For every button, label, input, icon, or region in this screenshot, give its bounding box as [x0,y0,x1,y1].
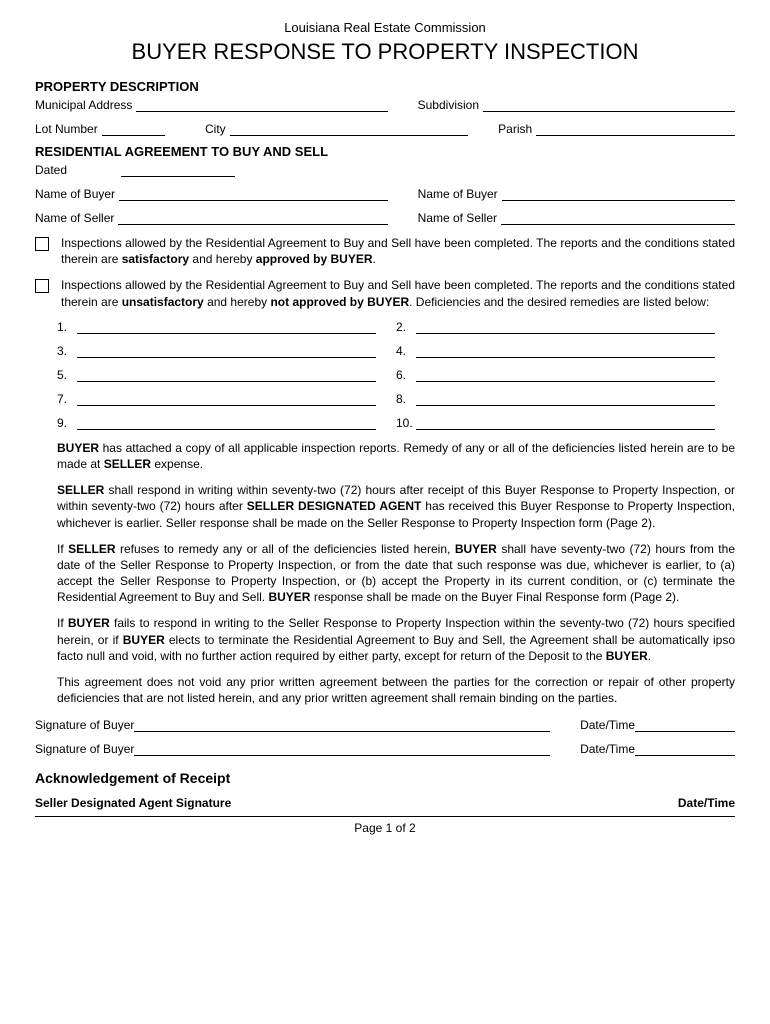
def-input-10[interactable] [416,416,715,430]
def-input-9[interactable] [77,416,376,430]
def-num-5: 5. [57,368,77,382]
def-input-1[interactable] [77,320,376,334]
row-address-subdivision: Municipal Address Subdivision [35,96,735,112]
input-name-buyer-1[interactable] [119,185,388,201]
label-name-seller-1: Name of Seller [35,211,118,225]
label-parish: Parish [498,122,536,136]
header-org: Louisiana Real Estate Commission [35,20,735,35]
def-num-9: 9. [57,416,77,430]
input-sig-buyer-2[interactable] [134,740,550,756]
input-city[interactable] [230,120,468,136]
label-datetime-1: Date/Time [580,718,635,732]
input-lot-number[interactable] [102,120,165,136]
input-parish[interactable] [536,120,735,136]
row-buyer-names: Name of Buyer Name of Buyer [35,185,735,201]
section-property-description: PROPERTY DESCRIPTION [35,79,735,94]
input-name-seller-2[interactable] [501,209,735,225]
footer-agent-row: Seller Designated Agent Signature Date/T… [35,796,735,810]
label-municipal-address: Municipal Address [35,98,136,112]
label-sig-buyer-1: Signature of Buyer [35,718,134,732]
para-buyer-fails: If BUYER fails to respond in writing to … [57,615,735,664]
def-input-5[interactable] [77,368,376,382]
input-datetime-1[interactable] [635,716,735,732]
ack-heading: Acknowledgement of Receipt [35,770,735,786]
def-num-3: 3. [57,344,77,358]
def-num-1: 1. [57,320,77,334]
label-datetime-2: Date/Time [580,742,635,756]
checkbox-unsatisfactory-row: Inspections allowed by the Residential A… [35,277,735,309]
checkbox-satisfactory[interactable] [35,237,49,251]
deficiency-list: 1. 2. 3. 4. 5. 6. 7. 8. 9. 10. [57,320,735,430]
def-num-4: 4. [396,344,416,358]
label-name-buyer-2: Name of Buyer [418,187,502,201]
input-name-buyer-2[interactable] [502,185,735,201]
sig-buyer-row-2: Signature of Buyer Date/Time [35,740,735,756]
input-datetime-2[interactable] [635,740,735,756]
label-lot-number: Lot Number [35,122,102,136]
input-municipal-address[interactable] [136,96,387,112]
row-seller-names: Name of Seller Name of Seller [35,209,735,225]
sig-buyer-row-1: Signature of Buyer Date/Time [35,716,735,732]
def-input-4[interactable] [416,344,715,358]
input-name-seller-1[interactable] [118,209,387,225]
label-sig-buyer-2: Signature of Buyer [35,742,134,756]
input-subdivision[interactable] [483,96,735,112]
para-seller-respond: SELLER shall respond in writing within s… [57,482,735,531]
def-input-7[interactable] [77,392,376,406]
def-input-6[interactable] [416,368,715,382]
def-num-8: 8. [396,392,416,406]
def-input-8[interactable] [416,392,715,406]
label-name-seller-2: Name of Seller [418,211,501,225]
def-input-2[interactable] [416,320,715,334]
label-city: City [205,122,230,136]
row-dated: Dated [35,161,735,177]
input-sig-buyer-1[interactable] [134,716,550,732]
header-title: BUYER RESPONSE TO PROPERTY INSPECTION [35,39,735,65]
para-buyer-attached: BUYER has attached a copy of all applica… [57,440,735,472]
para-no-void: This agreement does not void any prior w… [57,674,735,706]
label-name-buyer-1: Name of Buyer [35,187,119,201]
para-seller-refuses: If SELLER refuses to remedy any or all o… [57,541,735,606]
def-num-2: 2. [396,320,416,334]
def-num-7: 7. [57,392,77,406]
def-num-10: 10. [396,416,416,430]
input-dated[interactable] [121,161,235,177]
label-agent-datetime: Date/Time [678,796,735,810]
label-subdivision: Subdivision [418,98,483,112]
checkbox-unsatisfactory[interactable] [35,279,49,293]
checkbox-satisfactory-text: Inspections allowed by the Residential A… [61,235,735,267]
checkbox-satisfactory-row: Inspections allowed by the Residential A… [35,235,735,267]
label-agent-sig: Seller Designated Agent Signature [35,796,231,810]
page-number: Page 1 of 2 [35,816,735,835]
checkbox-unsatisfactory-text: Inspections allowed by the Residential A… [61,277,735,309]
label-dated: Dated [35,163,71,177]
row-lot-city-parish: Lot Number City Parish [35,120,735,136]
def-num-6: 6. [396,368,416,382]
def-input-3[interactable] [77,344,376,358]
section-residential-agreement: RESIDENTIAL AGREEMENT TO BUY AND SELL [35,144,735,159]
